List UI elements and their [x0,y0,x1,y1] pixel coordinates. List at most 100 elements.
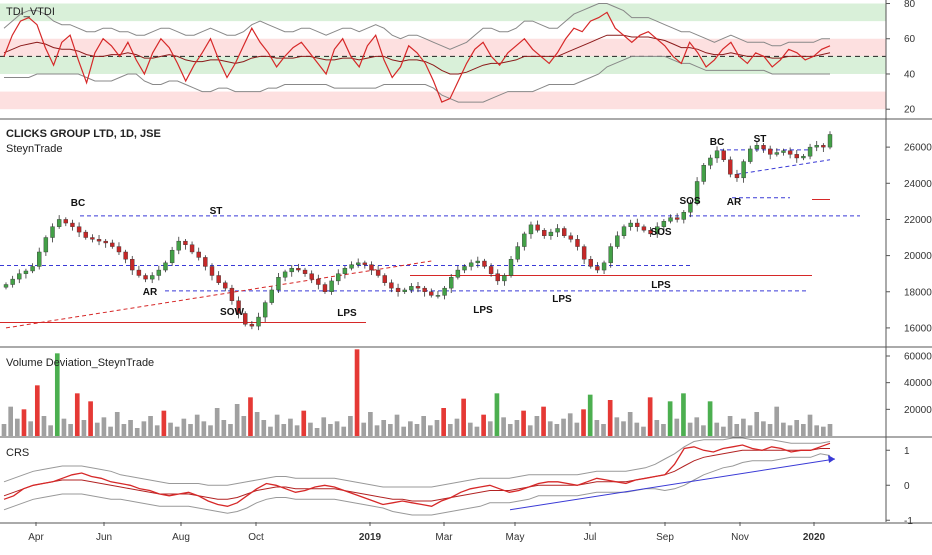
tdi-signal-line [3,34,831,75]
candle-body [628,222,633,227]
tdi-title: TDI_VTDI [6,6,55,18]
volume-bar [447,424,453,436]
volume-bar [507,424,513,436]
volume-bar [21,409,27,436]
volume-bar [94,422,100,436]
volume-bar [101,417,107,436]
candle-body [23,270,29,274]
volume-bar [601,424,606,436]
x-tick-label: Sep [656,532,674,543]
volume-bar [221,420,227,436]
tdi-zone [0,91,886,110]
candle-body [761,145,766,150]
candle-body [389,282,394,289]
y-tick-label: 1 [904,446,910,457]
wyckoff-annotation: AR [143,287,158,298]
candle-body [289,268,294,273]
candle-body [336,273,341,282]
volume-bar [514,420,520,436]
volume-bar [148,416,153,436]
price-subtitle: SteynTrade [6,143,62,155]
volume-bar [621,421,626,436]
volume-bar [334,421,340,436]
volume-bar [368,412,373,436]
volume-bar [801,424,806,436]
crs-band-upper-line [3,437,831,488]
volume-bar [661,424,666,436]
tdi-pane [0,3,886,110]
volume-bar [1,424,7,436]
candle-body [462,266,467,271]
candle-body [342,268,348,274]
candle-body [269,289,274,303]
candle-body [296,268,301,271]
tdi-zone [0,38,886,57]
candle-body [63,219,69,224]
candle-body [362,262,368,265]
volume-bar [787,425,793,436]
candle-body [455,269,461,278]
volume-bar [674,418,680,436]
y-tick-label: 60 [904,34,916,45]
volume-bar [701,425,706,436]
crs-crs-line [3,442,831,507]
candle-body [774,152,780,155]
volume-bar [241,416,247,436]
y-tick-label: 26000 [904,143,932,154]
volume-bar [48,425,53,436]
y-axes: 80 60 40 20 26000 24000 22000 20000 18000 16000 60… [886,0,932,527]
crs-ma-line [3,448,830,502]
volume-bar [281,424,287,436]
volume-bar [741,418,746,436]
candle-body [422,287,427,292]
candle-body [163,262,168,271]
candle-body [329,280,334,292]
volume-bar [767,424,773,436]
candle-body [176,240,181,251]
x-tick-label: Mar [435,532,453,543]
volume-bar [521,410,526,436]
candle-body [83,231,88,238]
wyckoff-annotation: SOS [679,196,700,207]
volume-bar [814,425,820,436]
x-tick-label: 2020 [803,532,826,543]
volume-bar [627,412,633,436]
volume-bar [541,406,546,436]
candle-body [555,228,560,233]
candle-body [409,286,414,291]
candle-body [429,291,434,296]
volume-bar [734,424,740,436]
volume-bar [174,426,180,436]
candle-body [781,150,786,153]
candle-body [276,277,281,291]
volume-bar [794,420,800,436]
volume-bar [727,416,733,436]
volume-bar [554,424,560,436]
candle-body [475,260,480,264]
volume-bar [614,417,620,436]
candle-body [143,275,148,280]
candle-body [515,246,520,260]
volume-bar [274,414,280,436]
x-axis: Apr Jun Aug Oct 2019 Mar May Jul Sep Nov 2020 [28,522,826,543]
volume-bar [214,408,220,436]
volume-bar [354,349,360,436]
volume-bar [254,412,260,436]
volume-title: Volume Deviation_SteynTrade [6,357,154,369]
y-tick-label: 2000000 [904,405,932,416]
y-tick-label: 20 [904,105,916,116]
candle-body [229,287,235,302]
y-tick-label: 22000 [904,215,932,226]
candle-body [216,275,221,283]
candle-body [203,257,208,267]
volume-bar [228,424,233,436]
candle-body [435,295,441,297]
candle-body [3,284,9,288]
candle-body [249,324,255,327]
candle-body [708,157,713,166]
volume-bar [394,414,400,436]
candle-body [827,134,833,148]
volume-bar [74,393,80,436]
volume-bar [434,420,440,436]
y-tick-label: 0 [904,481,910,492]
